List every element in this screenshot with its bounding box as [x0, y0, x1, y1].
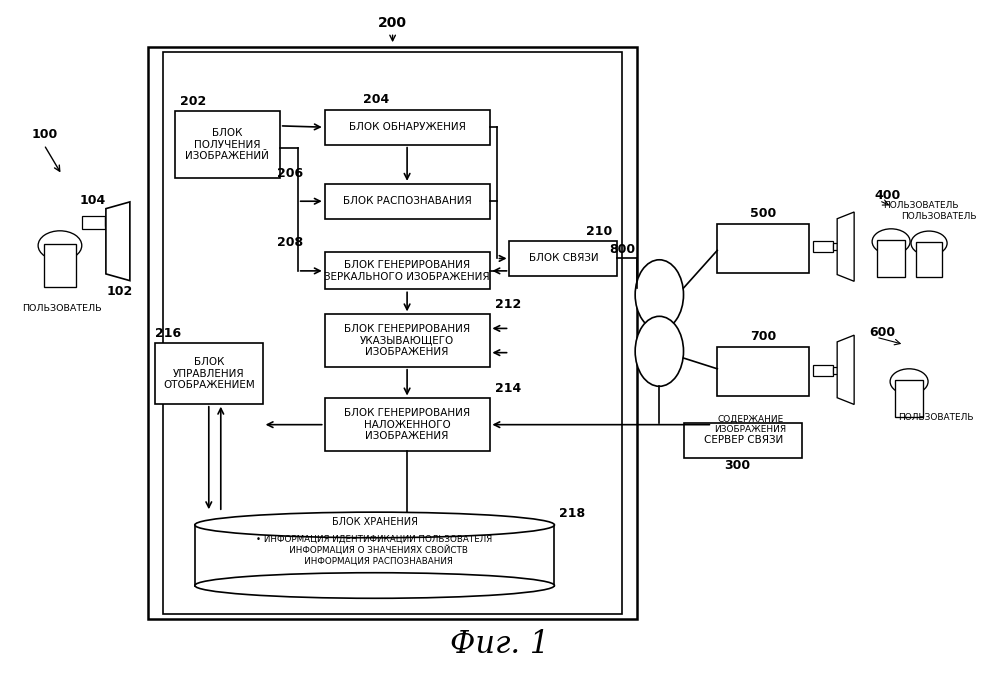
Text: БЛОК ОБНАРУЖЕНИЯ: БЛОК ОБНАРУЖЕНИЯ	[349, 122, 466, 132]
Text: Фиг. 1: Фиг. 1	[450, 629, 549, 660]
Polygon shape	[837, 335, 854, 404]
Text: 204: 204	[363, 94, 389, 106]
Text: 600: 600	[869, 326, 895, 339]
Text: БЛОК
ПОЛУЧЕНИЯ
ИЗОБРАЖЕНИЙ: БЛОК ПОЛУЧЕНИЯ ИЗОБРАЖЕНИЙ	[186, 128, 269, 162]
Text: ПОЛЬЗОВАТЕЛЬ: ПОЛЬЗОВАТЕЛЬ	[898, 413, 974, 422]
Polygon shape	[837, 212, 854, 281]
FancyBboxPatch shape	[877, 240, 905, 277]
FancyBboxPatch shape	[509, 241, 617, 276]
Text: 100: 100	[32, 129, 58, 141]
Text: 214: 214	[495, 382, 520, 395]
FancyBboxPatch shape	[916, 242, 942, 277]
FancyBboxPatch shape	[325, 110, 490, 145]
FancyBboxPatch shape	[105, 217, 118, 226]
Text: ПОЛЬЗОВАТЕЛЬ: ПОЛЬЗОВАТЕЛЬ	[22, 304, 102, 313]
Text: 202: 202	[180, 95, 206, 108]
FancyBboxPatch shape	[717, 347, 809, 396]
Text: БЛОК СВЯЗИ: БЛОК СВЯЗИ	[528, 254, 598, 263]
FancyBboxPatch shape	[833, 367, 844, 374]
Text: 208: 208	[277, 236, 303, 249]
Polygon shape	[106, 202, 130, 281]
Text: 212: 212	[495, 298, 520, 311]
Text: ПОЛЬЗОВАТЕЛЬ: ПОЛЬЗОВАТЕЛЬ	[901, 213, 977, 221]
FancyBboxPatch shape	[325, 398, 490, 451]
FancyBboxPatch shape	[717, 224, 809, 273]
Text: 216: 216	[155, 327, 181, 340]
Ellipse shape	[635, 316, 683, 386]
Text: 210: 210	[586, 225, 612, 238]
Text: 500: 500	[750, 207, 776, 220]
Text: 700: 700	[750, 330, 776, 343]
Text: СОДЕРЖАНИЕ
ИЗОБРАЖЕНИЯ: СОДЕРЖАНИЕ ИЗОБРАЖЕНИЯ	[714, 415, 786, 434]
FancyBboxPatch shape	[148, 47, 637, 619]
Ellipse shape	[635, 260, 683, 330]
Text: 300: 300	[724, 460, 750, 472]
Text: 800: 800	[609, 244, 635, 256]
FancyBboxPatch shape	[44, 244, 76, 287]
Text: БЛОК
УПРАВЛЕНИЯ
ОТОБРАЖЕНИЕМ: БЛОК УПРАВЛЕНИЯ ОТОБРАЖЕНИЕМ	[163, 357, 255, 390]
Text: БЛОК ГЕНЕРИРОВАНИЯ
НАЛОЖЕННОГО
ИЗОБРАЖЕНИЯ: БЛОК ГЕНЕРИРОВАНИЯ НАЛОЖЕННОГО ИЗОБРАЖЕН…	[344, 408, 471, 441]
FancyBboxPatch shape	[895, 380, 923, 417]
Text: БЛОК ХРАНЕНИЯ: БЛОК ХРАНЕНИЯ	[332, 518, 418, 528]
Text: БЛОК РАСПОЗНАВАНИЯ: БЛОК РАСПОЗНАВАНИЯ	[343, 197, 472, 206]
FancyBboxPatch shape	[325, 314, 490, 367]
Text: БЛОК ГЕНЕРИРОВАНИЯ
ЗЕРКАЛЬНОГО ИЗОБРАЖЕНИЯ: БЛОК ГЕНЕРИРОВАНИЯ ЗЕРКАЛЬНОГО ИЗОБРАЖЕН…	[325, 260, 490, 282]
Text: 218: 218	[559, 507, 585, 520]
Text: 400: 400	[874, 189, 900, 202]
Text: 200: 200	[378, 16, 408, 30]
FancyBboxPatch shape	[833, 243, 844, 250]
Ellipse shape	[195, 573, 554, 598]
Text: • ИНФОРМАЦИЯ ИДЕНТИФИКАЦИИ ПОЛЬЗОВАТЕЛЯ
   ИНФОРМАЦИЯ О ЗНАЧЕНИЯХ СВОЙСТВ
   ИНФ: • ИНФОРМАЦИЯ ИДЕНТИФИКАЦИИ ПОЛЬЗОВАТЕЛЯ …	[257, 534, 493, 565]
Text: 102: 102	[107, 285, 133, 298]
Text: 206: 206	[277, 168, 303, 180]
FancyBboxPatch shape	[813, 241, 833, 252]
FancyBboxPatch shape	[325, 252, 490, 289]
FancyBboxPatch shape	[175, 111, 280, 178]
FancyBboxPatch shape	[155, 343, 263, 404]
FancyBboxPatch shape	[813, 365, 833, 376]
FancyBboxPatch shape	[195, 525, 554, 586]
FancyBboxPatch shape	[684, 423, 802, 458]
Text: БЛОК ГЕНЕРИРОВАНИЯ
УКАЗЫВАЮЩЕГО
ИЗОБРАЖЕНИЯ: БЛОК ГЕНЕРИРОВАНИЯ УКАЗЫВАЮЩЕГО ИЗОБРАЖЕ…	[344, 324, 471, 357]
Text: СЕРВЕР СВЯЗИ: СЕРВЕР СВЯЗИ	[703, 435, 783, 445]
Text: 104: 104	[80, 194, 106, 207]
FancyBboxPatch shape	[325, 184, 490, 219]
Text: ПОЛЬЗОВАТЕЛЬ: ПОЛЬЗОВАТЕЛЬ	[883, 201, 959, 210]
FancyBboxPatch shape	[82, 216, 105, 229]
FancyBboxPatch shape	[163, 52, 622, 614]
Ellipse shape	[195, 512, 554, 538]
